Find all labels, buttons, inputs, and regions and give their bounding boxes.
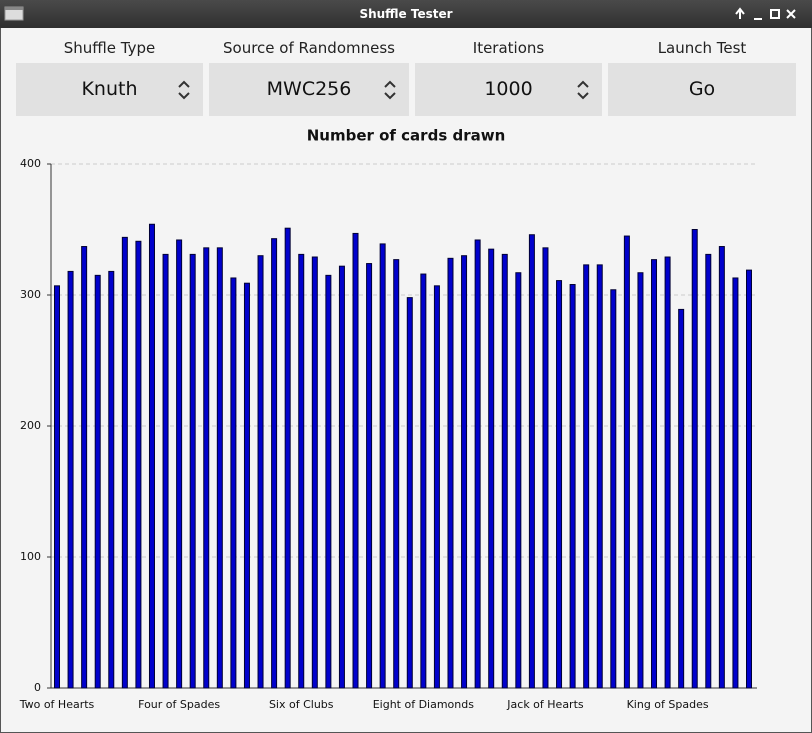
control: Shuffle Type Knuth xyxy=(16,36,203,116)
bar xyxy=(148,223,155,689)
bar xyxy=(705,253,712,689)
bar xyxy=(433,285,440,689)
bar xyxy=(243,282,250,689)
control: Source of Randomness MWC256 xyxy=(209,36,409,116)
bar xyxy=(420,273,427,689)
bar xyxy=(746,269,752,689)
control: Launch Test Go xyxy=(608,36,796,116)
bar xyxy=(94,274,101,689)
window-title: Shuffle Tester xyxy=(359,7,453,21)
bar xyxy=(162,253,169,689)
y-tick-label: 300 xyxy=(20,288,41,301)
bar xyxy=(67,270,74,689)
y-tick-label: 100 xyxy=(20,550,41,563)
bar xyxy=(651,259,658,689)
bar xyxy=(664,256,671,689)
bar xyxy=(352,232,359,689)
bar xyxy=(596,264,603,689)
control-label: Iterations xyxy=(472,39,545,57)
title-bar: Shuffle Tester xyxy=(0,0,812,28)
bar xyxy=(338,265,345,689)
bar xyxy=(488,248,495,689)
bar xyxy=(298,253,305,689)
bar xyxy=(216,247,223,689)
bar xyxy=(230,277,237,689)
bar xyxy=(637,272,644,689)
button[interactable]: Go xyxy=(608,63,796,116)
y-tick-label: 200 xyxy=(20,419,41,432)
x-tick-label: Eight of Diamonds xyxy=(373,698,475,711)
bar xyxy=(257,255,264,689)
window-icon xyxy=(4,6,24,21)
x-tick-label: Four of Spades xyxy=(138,698,220,711)
bar xyxy=(542,247,549,689)
bar xyxy=(583,264,590,689)
bar xyxy=(447,257,454,689)
bar xyxy=(176,239,183,689)
bar xyxy=(393,259,400,689)
control-value: Knuth xyxy=(81,78,138,100)
x-tick-label: Six of Clubs xyxy=(269,698,334,711)
bar xyxy=(325,274,332,689)
bar xyxy=(569,284,576,689)
bar xyxy=(461,255,468,689)
control: Iterations 1000 xyxy=(415,36,602,116)
bar xyxy=(379,243,386,689)
window-buttons[interactable] xyxy=(734,6,804,22)
bar xyxy=(121,236,128,689)
bar xyxy=(135,240,142,689)
control-label: Shuffle Type xyxy=(63,39,156,57)
x-tick-label: Jack of Hearts xyxy=(506,698,584,711)
y-tick-label: 0 xyxy=(34,681,41,694)
chart: Number of cards drawn 0 100 200 300 400 Two o… xyxy=(19,127,757,711)
spin-arrows[interactable] xyxy=(383,79,397,101)
bar xyxy=(108,270,115,689)
control-label: Launch Test xyxy=(657,39,747,57)
bar xyxy=(189,253,196,689)
bar xyxy=(610,289,617,689)
bar xyxy=(515,272,522,689)
bar xyxy=(623,235,630,689)
bar xyxy=(366,263,373,689)
bar xyxy=(271,238,278,689)
spin-arrows[interactable] xyxy=(576,79,590,101)
spin-box[interactable]: Knuth xyxy=(16,63,203,116)
bar xyxy=(54,285,60,689)
bar xyxy=(501,253,508,689)
bar xyxy=(691,229,698,689)
spin-box[interactable]: MWC256 xyxy=(209,63,409,116)
bar xyxy=(528,234,535,689)
bar xyxy=(81,246,88,689)
control-label: Source of Randomness xyxy=(223,39,395,57)
bar xyxy=(203,247,210,689)
bar xyxy=(732,277,739,689)
bar xyxy=(556,280,563,689)
control-value: Go xyxy=(688,78,716,100)
bar xyxy=(406,297,413,689)
bar xyxy=(284,227,291,689)
bar xyxy=(678,308,685,689)
control-value: MWC256 xyxy=(266,78,352,100)
x-tick-label: King of Spades xyxy=(627,698,709,711)
x-tick-label: Two of Hearts xyxy=(19,698,95,711)
bar xyxy=(474,239,481,689)
y-tick-label: 400 xyxy=(20,157,41,170)
chart-title: Number of cards drawn xyxy=(307,127,506,145)
bar xyxy=(311,256,318,689)
spin-box[interactable]: 1000 xyxy=(415,63,602,116)
spin-arrows[interactable] xyxy=(177,79,191,101)
bar xyxy=(718,246,725,689)
control-value: 1000 xyxy=(484,78,533,100)
